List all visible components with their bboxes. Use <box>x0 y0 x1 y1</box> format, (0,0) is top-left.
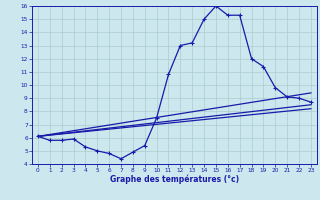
X-axis label: Graphe des températures (°c): Graphe des températures (°c) <box>110 175 239 184</box>
